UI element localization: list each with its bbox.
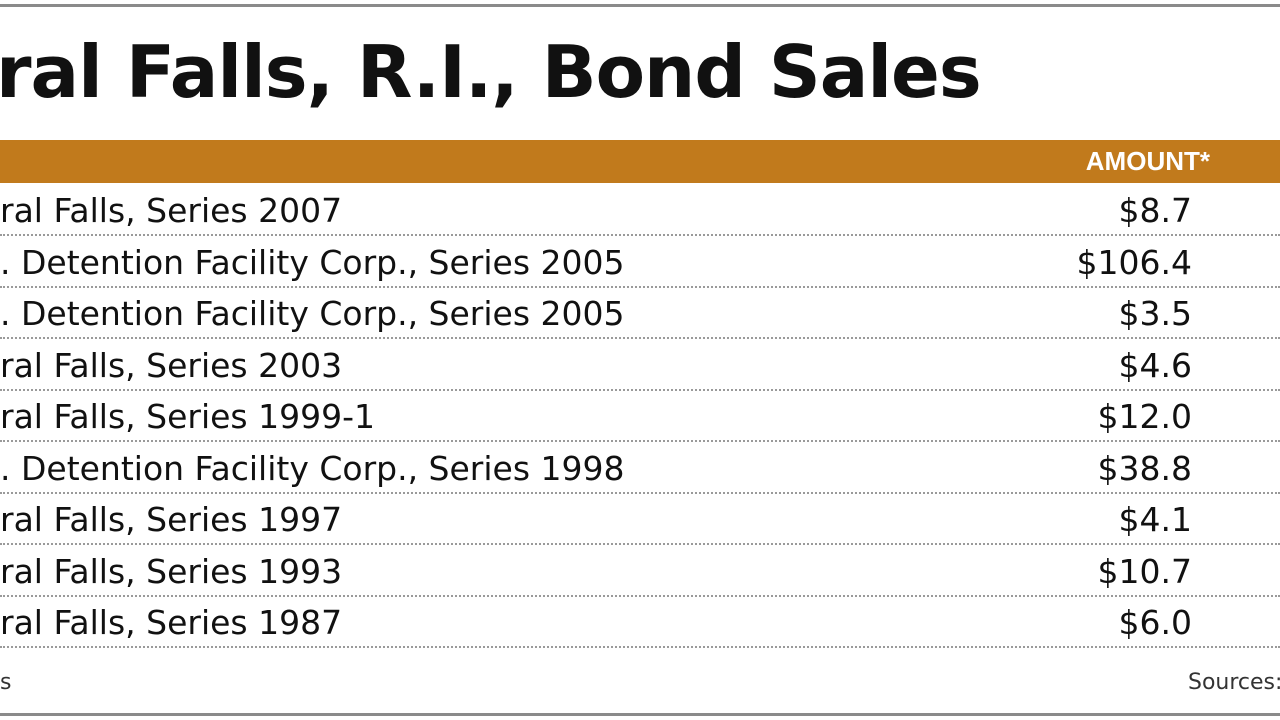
bond-name: ral Falls, Series 1999-1 bbox=[0, 397, 375, 436]
title: ral Falls, R.I., Bond Sales bbox=[0, 30, 982, 114]
table-row: ral Falls, Series 1987 $6.0 bbox=[0, 597, 1280, 648]
table-row: . Detention Facility Corp., Series 2005 $… bbox=[0, 288, 1280, 339]
bond-amount: $8.7 bbox=[1118, 191, 1192, 230]
table-row: ral Falls, Series 1999-1 $12.0 bbox=[0, 391, 1280, 442]
bond-amount: $12.0 bbox=[1097, 397, 1192, 436]
bottom-rule bbox=[0, 713, 1280, 716]
bond-name: . Detention Facility Corp., Series 1998 bbox=[0, 448, 625, 488]
column-header: AMOUNT* bbox=[1085, 146, 1210, 176]
bond-name: ral Falls, Series 2007 bbox=[0, 191, 343, 230]
bond-amount: $4.1 bbox=[1118, 500, 1192, 539]
bond-amount: $38.8 bbox=[1097, 448, 1192, 488]
bond-name: ral Falls, Series 1987 bbox=[0, 603, 343, 642]
footer-source: Sources: bbox=[1188, 670, 1280, 695]
bond-amount: $106.4 bbox=[1076, 242, 1192, 282]
table-row: ral Falls, Series 2003 $4.6 bbox=[0, 340, 1280, 391]
table-row: . Detention Facility Corp., Series 2005 $… bbox=[0, 237, 1280, 288]
top-rule bbox=[0, 4, 1280, 7]
bond-name: ral Falls, Series 2003 bbox=[0, 345, 343, 385]
footer-left: s bbox=[0, 670, 12, 695]
bond-amount: $4.6 bbox=[1118, 345, 1192, 385]
bond-amount: $3.5 bbox=[1118, 294, 1192, 333]
bond-amount: $10.7 bbox=[1097, 551, 1192, 591]
bond-name: . Detention Facility Corp., Series 2005 bbox=[0, 242, 625, 282]
bond-name: ral Falls, Series 1997 bbox=[0, 500, 343, 539]
bond-name: . Detention Facility Corp., Series 2005 bbox=[0, 294, 625, 333]
table-row: ral Falls, Series 1993 $10.7 bbox=[0, 546, 1280, 597]
bond-name: ral Falls, Series 1993 bbox=[0, 551, 343, 591]
bond-amount: $6.0 bbox=[1118, 603, 1192, 642]
header-bar bbox=[0, 140, 1280, 183]
table-row: . Detention Facility Corp., Series 1998 $… bbox=[0, 443, 1280, 494]
table-row: ral Falls, Series 2007 $8.7 bbox=[0, 185, 1280, 236]
table-row: ral Falls, Series 1997 $4.1 bbox=[0, 494, 1280, 545]
